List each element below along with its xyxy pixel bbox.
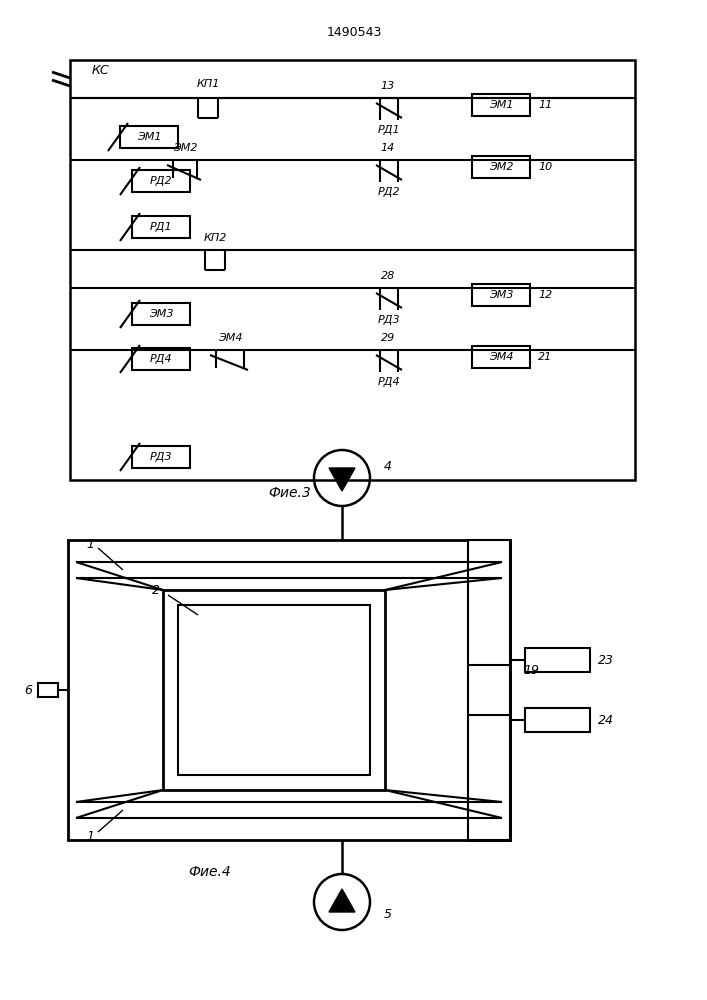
Bar	[120, 126, 178, 148]
Text: РД2: РД2	[150, 176, 173, 186]
Text: 1: 1	[86, 538, 94, 550]
Text: РД4: РД4	[150, 354, 173, 364]
Polygon shape	[329, 468, 355, 491]
Polygon shape	[329, 889, 355, 912]
Text: 2: 2	[152, 584, 160, 596]
Bar	[468, 540, 510, 840]
Text: 14: 14	[381, 143, 395, 153]
Text: ЭМ1: ЭМ1	[489, 100, 513, 110]
Bar	[472, 156, 530, 178]
Text: КС: КС	[92, 64, 110, 77]
Bar	[472, 284, 530, 306]
Bar	[132, 446, 190, 468]
Text: ЭМ4: ЭМ4	[218, 333, 243, 343]
Bar	[68, 540, 510, 840]
Text: ЭМ4: ЭМ4	[489, 352, 513, 362]
Bar	[132, 170, 190, 192]
Text: РД3: РД3	[378, 315, 400, 325]
Bar	[132, 348, 190, 370]
Bar	[178, 605, 370, 775]
Bar	[525, 708, 590, 732]
Text: 29: 29	[381, 333, 395, 343]
Text: 5: 5	[384, 908, 392, 920]
Text: 4: 4	[384, 460, 392, 473]
Text: РД2: РД2	[378, 187, 400, 197]
Bar	[132, 303, 190, 325]
Text: 1: 1	[86, 830, 94, 842]
Text: 21: 21	[538, 352, 552, 362]
Text: 12: 12	[538, 290, 552, 300]
Text: ЭМ3: ЭМ3	[148, 309, 173, 319]
Text: ЭМ2: ЭМ2	[489, 162, 513, 172]
Text: РД1: РД1	[150, 222, 173, 232]
Text: ЭМ1: ЭМ1	[136, 132, 161, 142]
Bar	[468, 540, 510, 840]
Bar	[472, 94, 530, 116]
Text: 23: 23	[598, 654, 614, 666]
Text: 19: 19	[523, 664, 539, 676]
Bar	[70, 60, 635, 480]
Text: 1490543: 1490543	[327, 25, 382, 38]
Text: 10: 10	[538, 162, 552, 172]
Text: КП1: КП1	[197, 79, 220, 89]
Text: 13: 13	[381, 81, 395, 91]
Text: Фие.4: Фие.4	[189, 865, 231, 879]
Bar	[163, 590, 385, 790]
Bar	[38, 683, 58, 697]
Text: ЭМ2: ЭМ2	[173, 143, 197, 153]
Text: РД3: РД3	[150, 452, 173, 462]
Text: РД4: РД4	[378, 377, 400, 387]
Text: КП2: КП2	[204, 233, 227, 243]
Text: 28: 28	[381, 271, 395, 281]
Bar	[525, 648, 590, 672]
Bar	[472, 346, 530, 368]
Bar	[132, 216, 190, 238]
Text: Фие.3: Фие.3	[269, 486, 311, 500]
Text: ЭМ3: ЭМ3	[489, 290, 513, 300]
Text: РД1: РД1	[378, 125, 400, 135]
Text: 24: 24	[598, 714, 614, 726]
Text: 11: 11	[538, 100, 552, 110]
Text: 6: 6	[24, 684, 32, 696]
